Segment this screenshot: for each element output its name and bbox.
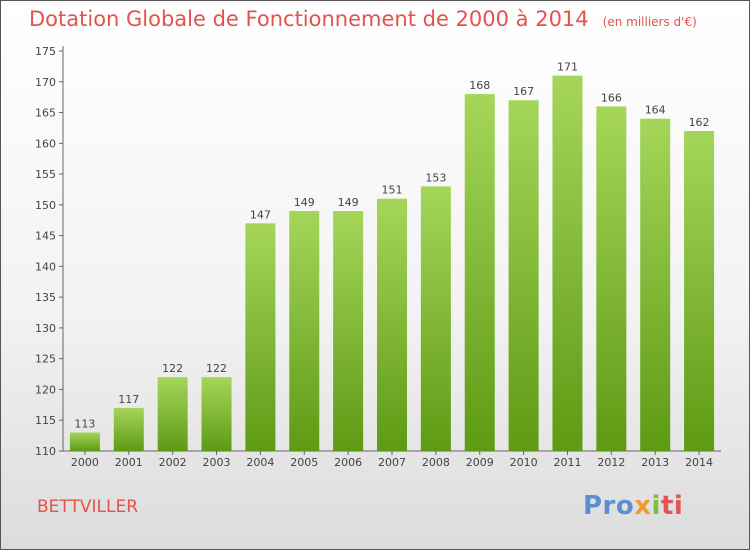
y-tick-label: 125 <box>35 353 56 366</box>
y-tick-label: 110 <box>35 445 56 458</box>
bar-2002 <box>157 377 188 451</box>
value-labels: 113 117 122 122 147 149 149 151 153 168 167 171 166 1… <box>74 61 709 431</box>
logo-part-1: Pro <box>583 491 635 521</box>
x-tick-label-2009: 2009 <box>466 456 494 469</box>
title-text: Dotation Globale de Fonctionnement de 20… <box>29 7 589 31</box>
y-tick-label: 115 <box>35 414 56 427</box>
y-tick-label: 120 <box>35 383 56 396</box>
x-tick-label-2008: 2008 <box>422 456 450 469</box>
x-tick-label-2012: 2012 <box>597 456 625 469</box>
x-tick-label-2005: 2005 <box>290 456 318 469</box>
value-label-2005: 149 <box>294 196 315 209</box>
value-label-2006: 149 <box>338 196 359 209</box>
chart-subtitle: (en milliers d'€) <box>602 15 697 29</box>
value-label-2007: 151 <box>382 184 403 197</box>
value-label-2013: 164 <box>645 104 666 117</box>
bars <box>69 75 715 452</box>
logo-part-4: ti <box>660 491 684 521</box>
bar-2014 <box>684 131 715 451</box>
x-tick-label-2011: 2011 <box>553 456 581 469</box>
logo-part-3: i <box>651 491 661 521</box>
value-label-2009: 168 <box>469 79 490 92</box>
bar-2010 <box>508 100 539 451</box>
x-tick-label-2003: 2003 <box>203 456 231 469</box>
commune-name: BETTVILLER <box>37 497 139 517</box>
value-label-2000: 113 <box>74 418 95 431</box>
x-tick-label-2013: 2013 <box>641 456 669 469</box>
x-tick-label-2001: 2001 <box>115 456 143 469</box>
bar-2006 <box>333 211 364 451</box>
value-label-2008: 153 <box>425 171 446 184</box>
chart-title: Dotation Globale de Fonctionnement de 20… <box>29 7 697 31</box>
y-tick-label: 155 <box>35 168 56 181</box>
logo-part-2: x <box>634 491 652 521</box>
bar-2001 <box>113 407 144 451</box>
x-tick-label-2014: 2014 <box>685 456 713 469</box>
value-label-2011: 171 <box>557 61 578 74</box>
value-label-2002: 122 <box>162 362 183 375</box>
value-label-2001: 117 <box>118 393 139 406</box>
y-tick-label: 175 <box>35 45 56 58</box>
x-tick-label-2007: 2007 <box>378 456 406 469</box>
bar-2011 <box>552 75 583 451</box>
y-tick-label: 150 <box>35 199 56 212</box>
axes: 110 115 120 125 130 135 140 145 150 155 160 165 170 1… <box>35 45 721 469</box>
bar-2003 <box>201 377 232 451</box>
proxiti-logo: Proxiti <box>583 491 683 521</box>
x-tick-label-2000: 2000 <box>71 456 99 469</box>
y-tick-label: 170 <box>35 76 56 89</box>
bar-2004 <box>245 223 276 451</box>
bar-2000 <box>69 432 100 451</box>
y-tick-label: 160 <box>35 137 56 150</box>
y-tick-label: 165 <box>35 107 56 120</box>
y-tick-label: 140 <box>35 260 56 273</box>
bar-2012 <box>596 106 627 451</box>
bar-2007 <box>377 198 407 451</box>
bar-2013 <box>640 118 671 451</box>
bar-2005 <box>289 211 320 451</box>
value-label-2010: 167 <box>513 85 534 98</box>
bar-2008 <box>420 186 451 451</box>
y-tick-label: 130 <box>35 322 56 335</box>
value-label-2004: 147 <box>250 208 271 221</box>
x-tick-label-2010: 2010 <box>510 456 538 469</box>
x-tick-label-2006: 2006 <box>334 456 362 469</box>
y-tick-label: 135 <box>35 291 56 304</box>
y-tick-label: 145 <box>35 230 56 243</box>
x-tick-label-2002: 2002 <box>159 456 187 469</box>
value-label-2003: 122 <box>206 362 227 375</box>
bar-2009 <box>464 94 495 452</box>
x-tick-label-2004: 2004 <box>246 456 274 469</box>
value-label-2014: 162 <box>689 116 710 129</box>
value-label-2012: 166 <box>601 91 622 104</box>
